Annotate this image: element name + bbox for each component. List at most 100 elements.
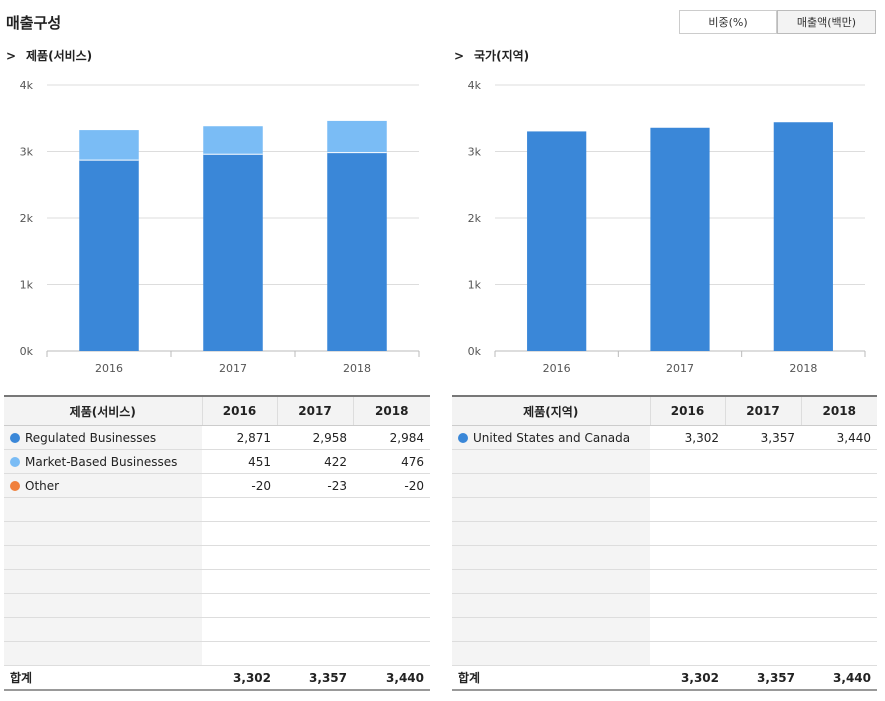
row-name: Other bbox=[25, 478, 60, 493]
total-cell: 3,357 bbox=[277, 665, 353, 691]
table-empty-row bbox=[452, 617, 877, 642]
table-cell: 451 bbox=[202, 449, 277, 474]
table-total-row: 합계 3,302 3,357 3,440 bbox=[452, 665, 877, 691]
y-tick-label: 3k bbox=[20, 146, 34, 159]
table-row: Market-Based Businesses 451 422 476 bbox=[4, 449, 430, 474]
table-cell: 2,871 bbox=[202, 425, 277, 450]
series-color-dot bbox=[10, 456, 20, 467]
row-name: United States and Canada bbox=[473, 430, 631, 445]
table-row: Other -20 -23 -20 bbox=[4, 473, 430, 498]
total-cell: 3,302 bbox=[650, 665, 725, 691]
table-row-label: United States and Canada bbox=[452, 425, 650, 450]
region-bar-chart: 0k 1k 2k 3k 4k 2016 2017 2018 bbox=[468, 79, 866, 375]
toggle-percent-button[interactable]: 비중(%) bbox=[679, 10, 777, 34]
x-tick-label: 2016 bbox=[543, 362, 571, 375]
table-cell: -23 bbox=[277, 473, 353, 498]
table-cell: 3,357 bbox=[725, 425, 801, 450]
table-empty-row bbox=[4, 497, 430, 522]
table-empty-row bbox=[452, 641, 877, 666]
x-tick-label: 2018 bbox=[789, 362, 817, 375]
series-color-dot bbox=[458, 432, 468, 443]
table-header-cell: 제품(서비스) bbox=[4, 395, 202, 426]
left-section-label: 제품(서비스) bbox=[26, 49, 93, 63]
table-empty-row bbox=[4, 521, 430, 546]
table-cell: -20 bbox=[353, 473, 430, 498]
table-row: Regulated Businesses 2,871 2,958 2,984 bbox=[4, 425, 430, 450]
row-name: Market-Based Businesses bbox=[25, 454, 178, 469]
toggle-amount-button[interactable]: 매출액(백만) bbox=[777, 10, 876, 34]
y-tick-label: 3k bbox=[468, 146, 482, 159]
table-empty-row bbox=[452, 545, 877, 570]
left-section-title: > 제품(서비스) bbox=[6, 47, 92, 64]
table-empty-row bbox=[452, 449, 877, 474]
product-stacked-bar-chart: 0k 1k 2k 3k 4k 2016 2017 2018 bbox=[20, 79, 420, 375]
x-tick-label: 2017 bbox=[666, 362, 694, 375]
table-cell: 3,302 bbox=[650, 425, 725, 450]
table-header-cell: 2018 bbox=[352, 395, 430, 426]
right-section-title: > 국가(지역) bbox=[454, 47, 529, 64]
x-tick-label: 2016 bbox=[95, 362, 123, 375]
bar bbox=[773, 122, 833, 351]
total-cell: 3,440 bbox=[353, 665, 430, 691]
table-cell: 2,958 bbox=[277, 425, 353, 450]
bar bbox=[203, 154, 263, 351]
y-tick-label: 2k bbox=[20, 212, 34, 225]
y-tick-label: 0k bbox=[20, 345, 34, 358]
chevron-right-icon: > bbox=[6, 49, 17, 63]
series-color-dot bbox=[10, 480, 20, 491]
table-header-row: 제품(서비스) 2016 2017 2018 bbox=[4, 395, 430, 426]
table-header-row: 제품(지역) 2016 2017 2018 bbox=[452, 395, 877, 426]
table-cell: 476 bbox=[353, 449, 430, 474]
y-tick-label: 1k bbox=[20, 279, 34, 292]
table-header-cell: 제품(지역) bbox=[452, 395, 650, 426]
chevron-right-icon: > bbox=[454, 49, 465, 63]
table-empty-row bbox=[4, 569, 430, 594]
bar bbox=[527, 131, 587, 351]
series-color-dot bbox=[10, 432, 20, 443]
total-cell: 3,357 bbox=[725, 665, 801, 691]
table-header-cell: 2016 bbox=[201, 395, 277, 426]
table-cell: 2,984 bbox=[353, 425, 430, 450]
x-tick-label: 2017 bbox=[219, 362, 247, 375]
table-header-cell: 2016 bbox=[649, 395, 725, 426]
x-tick-label: 2018 bbox=[343, 362, 371, 375]
table-cell: -20 bbox=[202, 473, 277, 498]
bar bbox=[203, 126, 263, 155]
table-empty-row bbox=[452, 521, 877, 546]
total-cell: 3,302 bbox=[202, 665, 277, 691]
total-cell: 3,440 bbox=[801, 665, 877, 691]
table-empty-row bbox=[452, 497, 877, 522]
table-row-label: Regulated Businesses bbox=[4, 425, 202, 450]
bar bbox=[650, 127, 710, 352]
y-tick-label: 1k bbox=[468, 279, 482, 292]
table-total-row: 합계 3,302 3,357 3,440 bbox=[4, 665, 430, 691]
table-cell: 3,440 bbox=[801, 425, 877, 450]
y-tick-label: 0k bbox=[468, 345, 482, 358]
table-empty-row bbox=[452, 569, 877, 594]
y-tick-label: 4k bbox=[20, 79, 34, 92]
y-tick-label: 4k bbox=[468, 79, 482, 92]
table-empty-row bbox=[4, 545, 430, 570]
region-table: 제품(지역) 2016 2017 2018 United States and … bbox=[452, 395, 877, 691]
bar bbox=[79, 130, 139, 161]
table-header-cell: 2018 bbox=[800, 395, 877, 426]
bar bbox=[79, 160, 139, 351]
table-empty-row bbox=[4, 617, 430, 642]
product-table: 제품(서비스) 2016 2017 2018 Regulated Busines… bbox=[4, 395, 430, 691]
table-cell: 422 bbox=[277, 449, 353, 474]
table-header-cell: 2017 bbox=[724, 395, 801, 426]
total-label: 합계 bbox=[452, 665, 650, 691]
table-row-label: Other bbox=[4, 473, 202, 498]
table-empty-row bbox=[4, 593, 430, 618]
table-empty-row bbox=[452, 473, 877, 498]
bar bbox=[327, 152, 387, 351]
page-title: 매출구성 bbox=[6, 14, 62, 32]
y-tick-label: 2k bbox=[468, 212, 482, 225]
table-header-cell: 2017 bbox=[276, 395, 353, 426]
table-row: United States and Canada 3,302 3,357 3,4… bbox=[452, 425, 877, 450]
total-label: 합계 bbox=[4, 665, 202, 691]
bar bbox=[327, 120, 387, 153]
row-name: Regulated Businesses bbox=[25, 430, 157, 445]
table-row-label: Market-Based Businesses bbox=[4, 449, 202, 474]
table-empty-row bbox=[452, 593, 877, 618]
